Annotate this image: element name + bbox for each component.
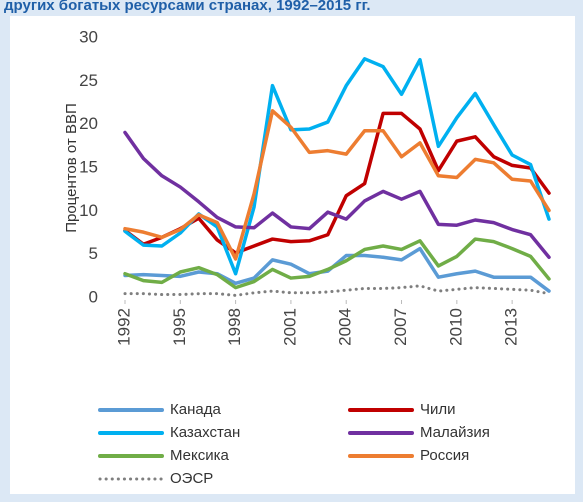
legend-label: ОЭСР (170, 470, 213, 487)
series-line (123, 237, 551, 290)
x-tick-label: 2001 (280, 308, 299, 346)
x-tick-label: 2010 (446, 308, 465, 346)
y-tick-label: 5 (89, 244, 98, 263)
x-tick-label: 1992 (114, 308, 133, 346)
legend-label: Чили (420, 401, 456, 418)
y-axis-label: Процентов от ВВП (63, 103, 80, 233)
legend-label: Казахстан (170, 424, 240, 441)
legend-label: Россия (420, 447, 469, 464)
x-tick-label: 1995 (170, 308, 189, 346)
y-tick-label: 30 (79, 27, 98, 46)
series-line (123, 130, 551, 260)
x-tick-label: 2007 (391, 308, 410, 346)
x-tick-label: 2004 (336, 308, 355, 346)
x-tick-label: 1998 (225, 308, 244, 346)
series-line (123, 109, 551, 261)
y-tick-label: 0 (89, 287, 98, 306)
panel (10, 16, 575, 494)
x-tick-label: 2013 (502, 308, 521, 346)
y-tick-label: 20 (79, 114, 98, 133)
y-tick-label: 10 (79, 201, 98, 220)
legend-label: Мексика (170, 447, 230, 464)
chart-title: других богатых ресурсами странах, 1992–2… (4, 0, 370, 14)
y-tick-label: 15 (79, 157, 98, 176)
y-tick-label: 25 (79, 71, 98, 90)
legend-label: Малайзия (420, 424, 490, 441)
legend-label: Канада (170, 401, 221, 418)
series-line (123, 284, 551, 297)
